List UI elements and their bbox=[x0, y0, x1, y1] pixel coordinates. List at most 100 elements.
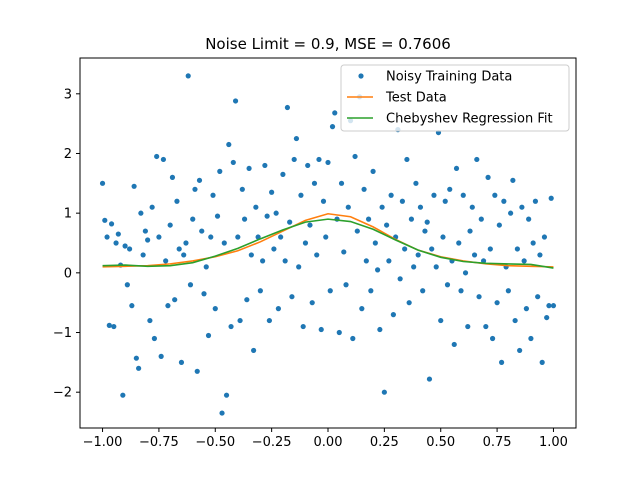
data-point bbox=[217, 168, 223, 174]
data-point bbox=[519, 204, 525, 210]
data-point bbox=[151, 335, 157, 342]
data-point bbox=[102, 217, 108, 223]
data-point bbox=[278, 234, 284, 240]
data-point bbox=[548, 195, 554, 201]
data-point bbox=[453, 165, 460, 172]
data-point bbox=[178, 359, 185, 365]
data-point bbox=[514, 246, 520, 252]
y-tick-label: 3 bbox=[64, 87, 72, 102]
x-tick-label: −0.25 bbox=[252, 435, 292, 450]
data-point bbox=[255, 234, 261, 240]
data-point bbox=[451, 341, 457, 348]
data-point bbox=[467, 228, 473, 234]
x-tick-label: 0.75 bbox=[483, 435, 512, 450]
series-2 bbox=[102, 218, 554, 269]
data-point bbox=[474, 156, 480, 163]
plot-area bbox=[99, 73, 557, 416]
data-point bbox=[327, 288, 333, 294]
y-tick-label: −1 bbox=[53, 326, 72, 341]
data-point bbox=[199, 228, 205, 234]
data-point bbox=[478, 216, 484, 222]
data-point bbox=[190, 216, 196, 222]
data-point bbox=[122, 243, 128, 249]
data-point bbox=[305, 162, 311, 169]
data-point bbox=[343, 282, 349, 288]
data-point bbox=[341, 249, 347, 255]
data-point bbox=[408, 216, 415, 222]
data-point bbox=[192, 186, 198, 192]
data-point bbox=[411, 264, 417, 270]
data-point bbox=[165, 303, 171, 309]
data-point bbox=[214, 213, 221, 219]
y-tick-label: 2 bbox=[64, 147, 72, 162]
data-point bbox=[460, 192, 466, 198]
data-point bbox=[433, 264, 439, 270]
data-point bbox=[505, 288, 511, 294]
legend-box bbox=[340, 64, 570, 132]
y-axis: −2 −1 0 1 2 3 bbox=[53, 87, 80, 401]
data-point bbox=[219, 410, 225, 416]
data-point bbox=[359, 306, 365, 312]
data-point bbox=[492, 192, 498, 198]
data-point bbox=[354, 228, 360, 234]
data-point bbox=[158, 353, 164, 359]
data-point bbox=[167, 222, 173, 228]
data-point bbox=[246, 165, 252, 172]
data-point bbox=[120, 392, 126, 398]
data-point bbox=[530, 240, 536, 246]
data-point bbox=[280, 171, 286, 177]
data-point bbox=[384, 222, 390, 228]
data-point bbox=[336, 329, 342, 336]
data-point bbox=[185, 73, 191, 79]
data-point bbox=[476, 294, 482, 300]
data-point bbox=[160, 156, 167, 163]
data-point bbox=[489, 335, 496, 342]
data-point bbox=[131, 183, 137, 189]
data-point bbox=[127, 246, 133, 252]
data-point bbox=[271, 246, 277, 252]
data-point bbox=[420, 288, 426, 294]
data-point bbox=[311, 180, 318, 186]
data-point bbox=[537, 252, 543, 258]
data-point bbox=[510, 177, 516, 183]
data-point bbox=[485, 174, 491, 180]
data-point bbox=[205, 332, 212, 339]
data-point bbox=[291, 156, 297, 163]
data-point bbox=[399, 198, 405, 204]
data-point bbox=[546, 303, 552, 309]
data-point bbox=[296, 264, 302, 270]
data-point bbox=[329, 124, 336, 130]
data-point bbox=[526, 216, 532, 222]
data-point bbox=[517, 347, 523, 354]
data-point bbox=[201, 291, 207, 297]
data-point bbox=[444, 282, 451, 288]
x-tick-label: −0.75 bbox=[139, 435, 179, 450]
data-point bbox=[230, 159, 236, 166]
data-point bbox=[544, 314, 550, 321]
data-point bbox=[181, 252, 187, 258]
data-point bbox=[404, 156, 410, 163]
data-point bbox=[539, 359, 545, 365]
data-point bbox=[251, 347, 257, 354]
data-point bbox=[372, 240, 378, 246]
data-point bbox=[136, 365, 142, 371]
data-point bbox=[350, 335, 356, 342]
data-point bbox=[390, 312, 396, 318]
data-point bbox=[332, 110, 338, 116]
data-point bbox=[541, 234, 548, 240]
data-point bbox=[142, 228, 148, 234]
data-point bbox=[338, 180, 345, 186]
data-point bbox=[402, 246, 408, 252]
data-point bbox=[325, 159, 331, 166]
data-point bbox=[512, 317, 518, 324]
data-point bbox=[248, 252, 254, 258]
data-point bbox=[417, 204, 424, 210]
data-point bbox=[483, 323, 489, 330]
data-point bbox=[275, 306, 281, 312]
x-tick-label: 0.50 bbox=[426, 435, 455, 450]
data-point bbox=[183, 240, 189, 246]
data-point bbox=[223, 392, 230, 398]
data-point bbox=[499, 359, 505, 365]
data-point bbox=[115, 231, 121, 237]
data-point bbox=[323, 234, 329, 240]
